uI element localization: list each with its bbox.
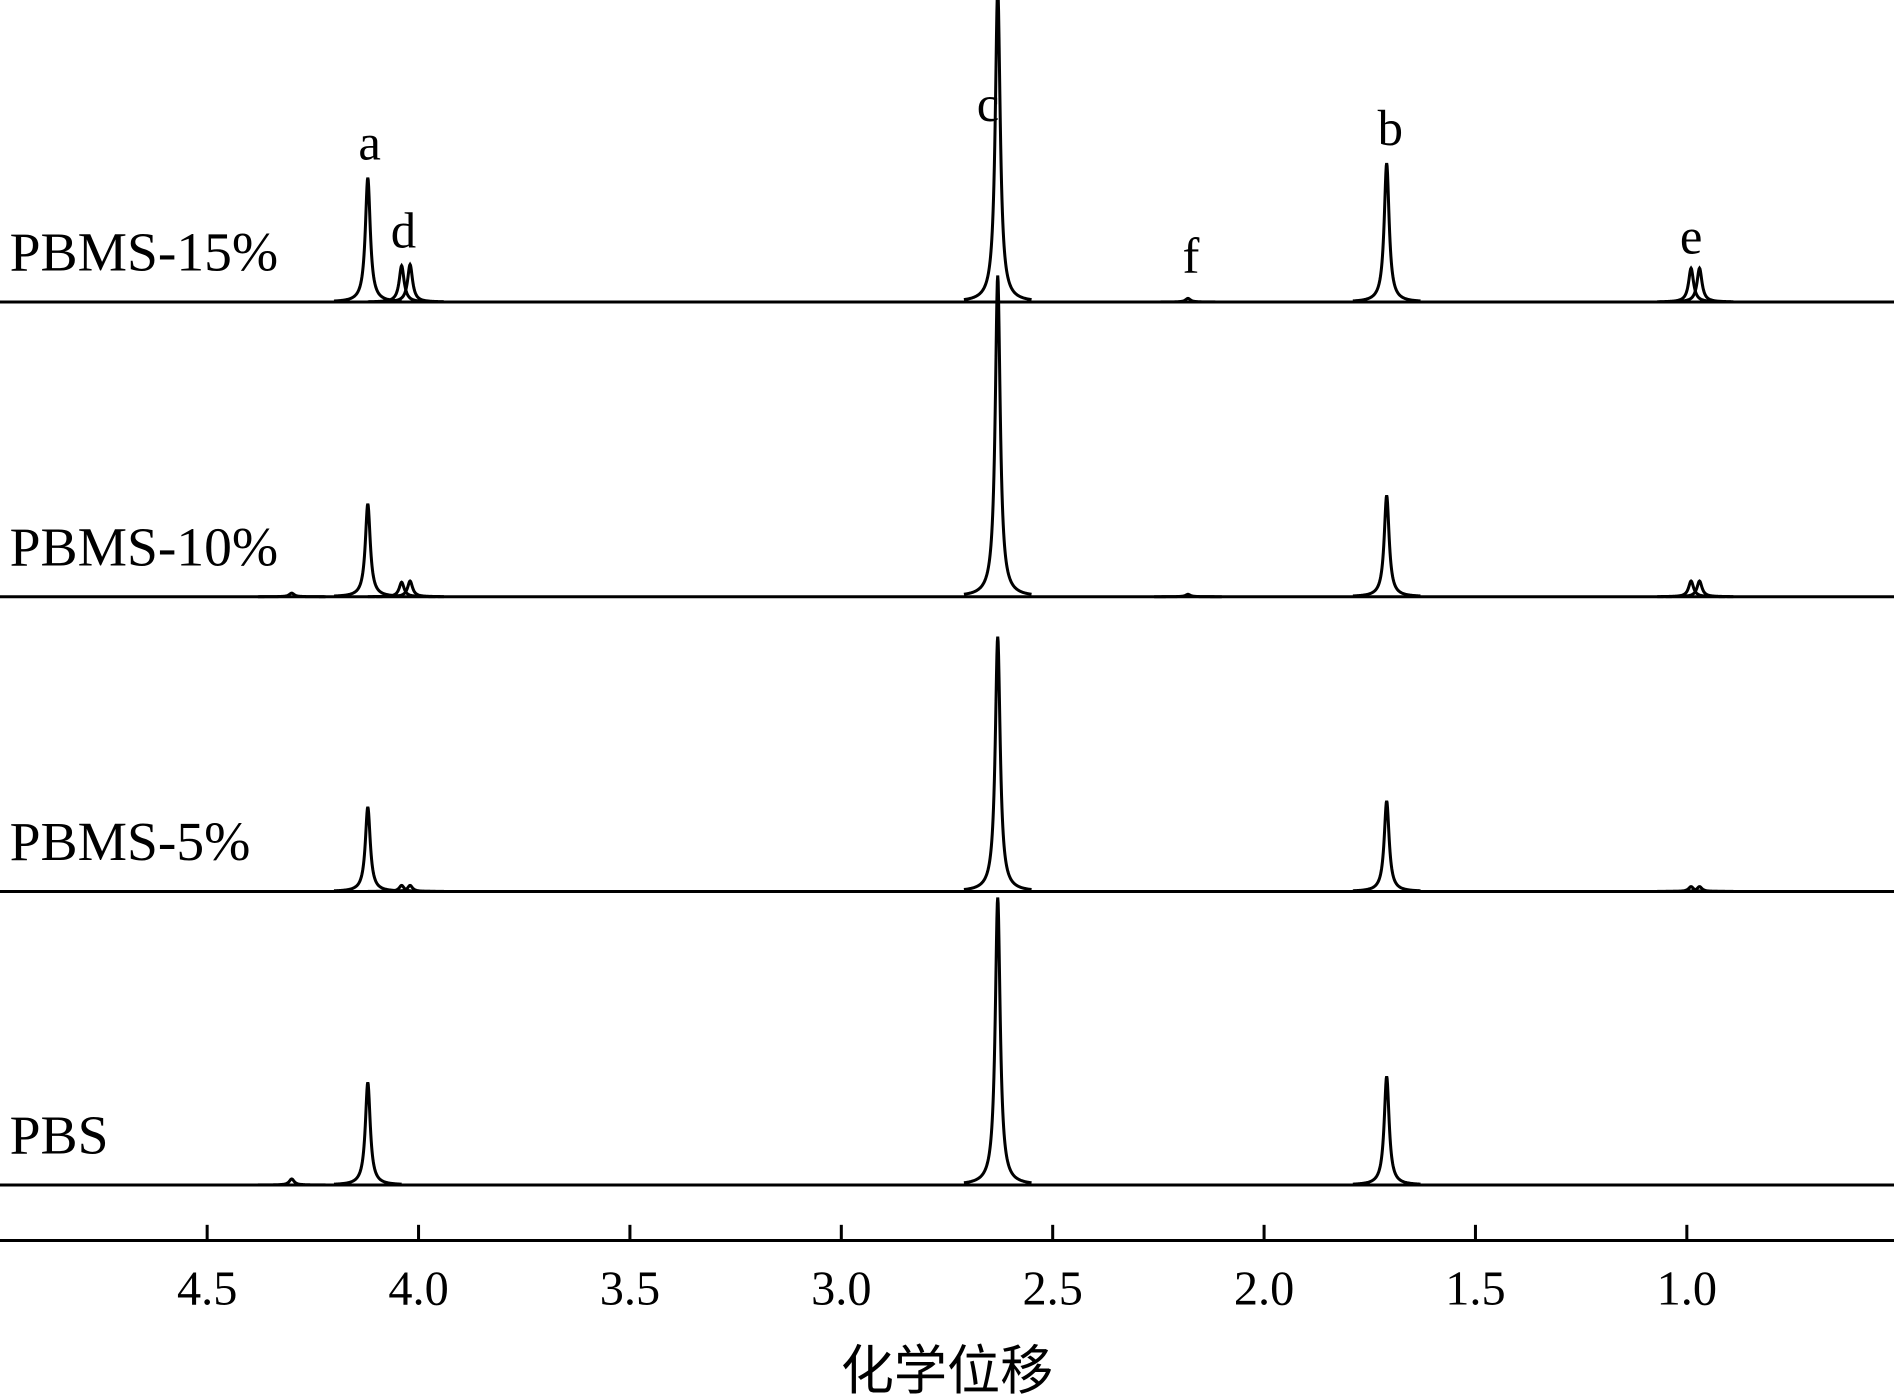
peak-annotation: e (1680, 209, 1703, 265)
peak (1352, 162, 1421, 303)
peak (1665, 885, 1734, 893)
x-tick-label: 1.0 (1657, 1263, 1717, 1316)
peak (1154, 592, 1222, 599)
peak (1154, 296, 1222, 304)
x-tick-label: 4.5 (177, 1263, 237, 1316)
x-axis-title: 化学位移 (841, 1343, 1054, 1400)
series-label: PBMS-15% (10, 222, 279, 284)
peak-annotation: f (1183, 228, 1200, 284)
x-tick-label: 4.0 (388, 1263, 448, 1316)
series-label: PBMS-10% (10, 516, 279, 578)
peak (1665, 579, 1734, 599)
peak-annotation: d (391, 203, 416, 259)
peak (963, 897, 1032, 1185)
peak-annotation: c (977, 76, 1000, 132)
peak (1352, 1075, 1421, 1186)
peak (333, 503, 402, 598)
x-tick-label: 1.5 (1445, 1263, 1505, 1316)
peak (257, 1177, 326, 1187)
peak (333, 806, 402, 893)
peak (963, 636, 1032, 892)
peak (1352, 494, 1421, 598)
peak (963, 0, 1032, 302)
peak (333, 1081, 402, 1186)
x-tick-label: 3.5 (600, 1263, 660, 1316)
x-tick-label: 2.0 (1234, 1263, 1294, 1316)
peak (376, 883, 444, 893)
peak (963, 275, 1032, 596)
peak-annotation: b (1378, 100, 1403, 156)
peak (376, 579, 444, 599)
peak (376, 261, 444, 304)
peak (1665, 265, 1734, 304)
peak (257, 591, 326, 599)
peak (1352, 800, 1421, 893)
x-tick-label: 3.0 (811, 1263, 871, 1316)
peak-annotation: a (358, 114, 381, 170)
x-tick-label: 2.5 (1023, 1263, 1083, 1316)
series-label: PBMS-5% (10, 811, 251, 873)
series-label: PBS (10, 1105, 109, 1167)
